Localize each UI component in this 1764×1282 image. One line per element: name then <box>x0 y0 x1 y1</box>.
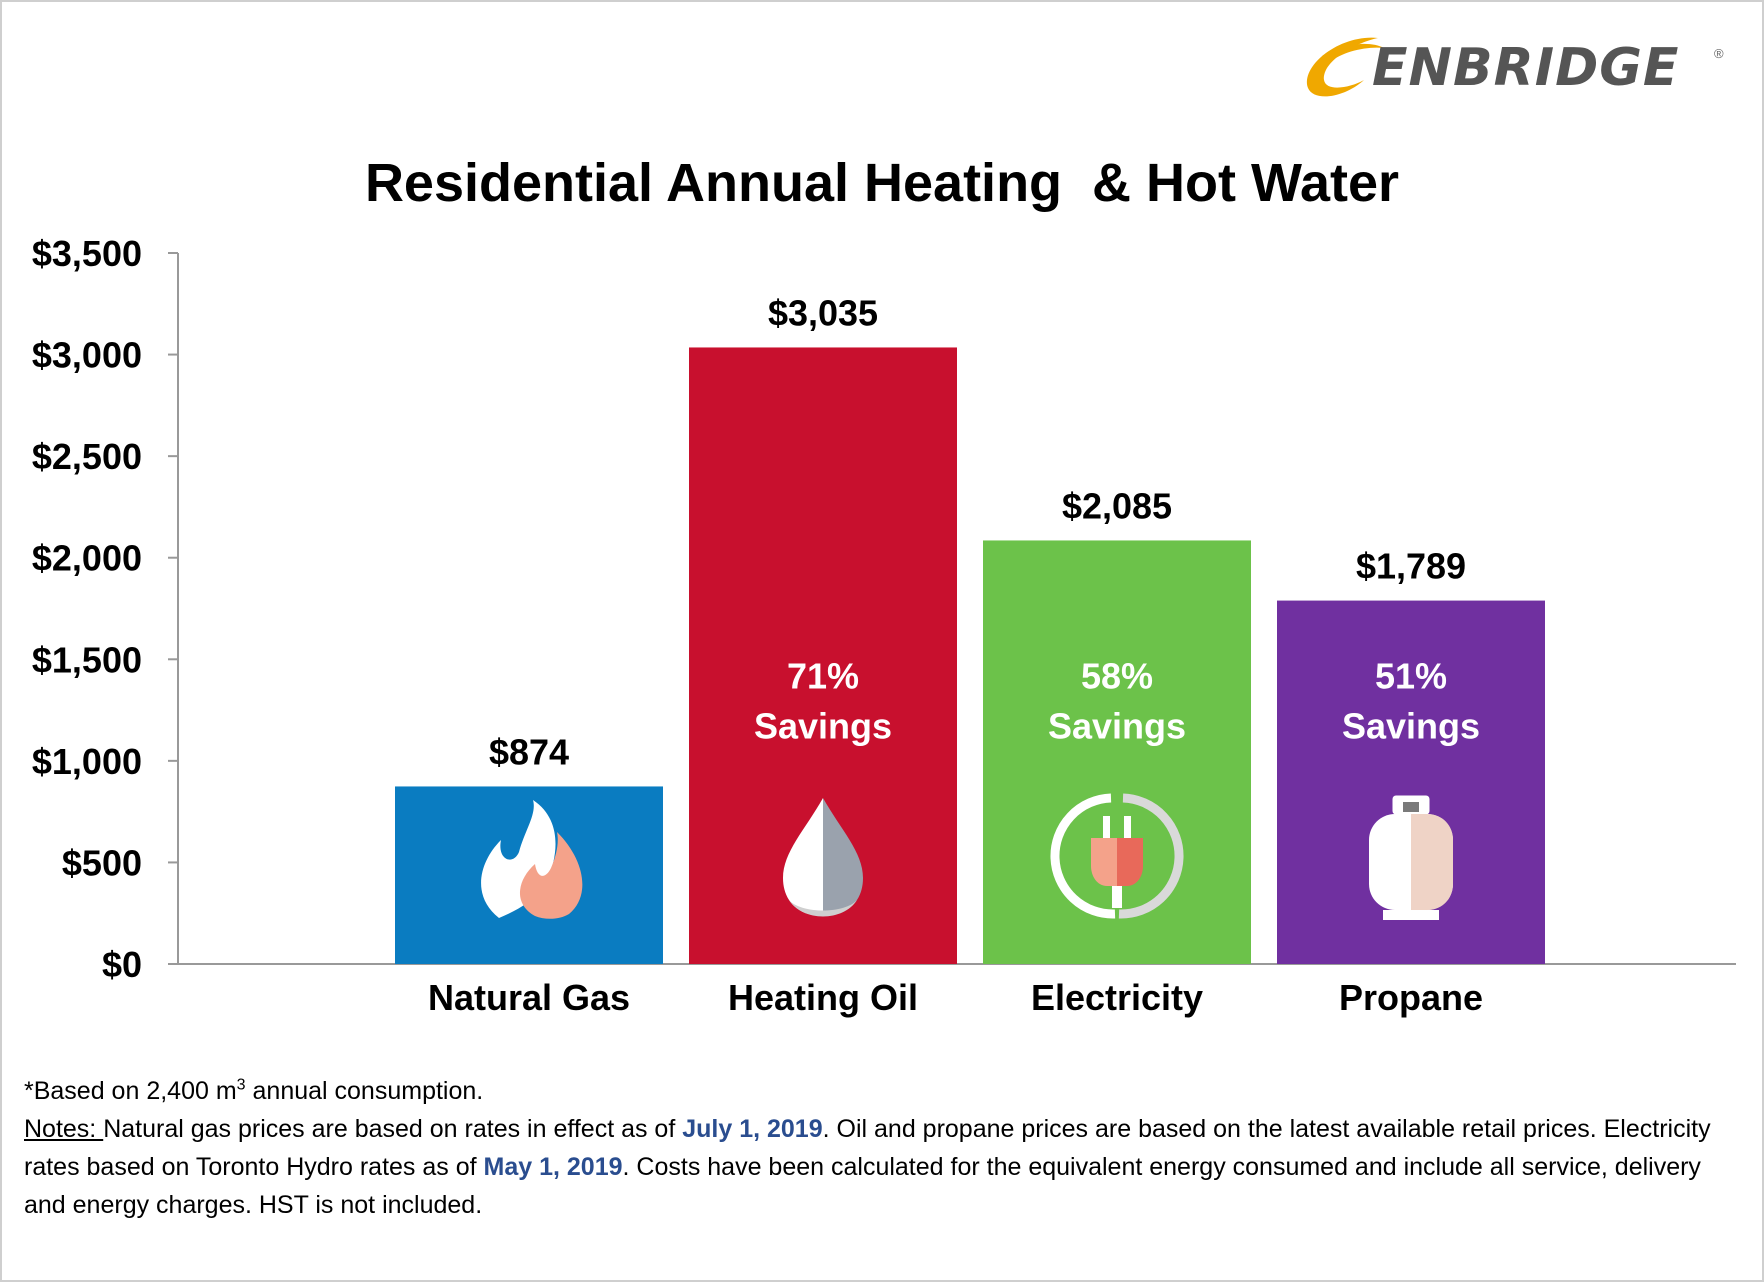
y-tick-label: $1,500 <box>32 639 142 680</box>
data-label: $1,789 <box>1356 546 1466 587</box>
registered-mark: ® <box>1714 46 1724 61</box>
logo-text: ENBRIDGE <box>1372 38 1680 98</box>
notes-date-electricity: May 1, 2019 <box>483 1153 623 1181</box>
savings-label: Savings <box>1342 705 1480 746</box>
enbridge-logo: ENBRIDGE ® <box>1300 22 1740 112</box>
flame-icon <box>481 800 583 919</box>
savings-percent: 58% <box>1081 655 1153 696</box>
y-tick-label: $500 <box>62 842 142 883</box>
chart-title: Residential Annual Heating & Hot Water <box>364 153 1400 213</box>
notes-text: . Costs have been calculated for the equ… <box>24 1153 1701 1219</box>
category-label: Heating Oil <box>728 977 918 1018</box>
footnote-superscript: 3 <box>236 1076 246 1094</box>
footnote-text: *Based on 2,400 m <box>24 1077 237 1105</box>
y-tick-label: $3,000 <box>32 335 142 376</box>
enbridge-swoosh-icon <box>1306 37 1384 97</box>
data-label: $874 <box>489 731 569 772</box>
notes-label: Notes: <box>24 1115 104 1143</box>
y-tick-label: $1,000 <box>32 741 142 782</box>
y-tick-label: $2,000 <box>32 538 142 579</box>
notes: Notes: Natural gas prices are based on r… <box>24 1110 1724 1224</box>
bar-chart: $0 $500 $1,000 $1,500 $2,000 $2,500 $3,000 $3,5… <box>32 233 1736 1018</box>
savings-label: Savings <box>754 705 892 746</box>
notes-text: . Oil and propane prices are based on th… <box>24 1115 1711 1181</box>
savings-label: Savings <box>1048 705 1186 746</box>
plug-icon <box>1050 793 1184 919</box>
y-tick-label: $2,500 <box>32 436 142 477</box>
notes-date-gas: July 1, 2019 <box>682 1115 823 1143</box>
footnote: *Based on 2,400 m3 annual consumption. <box>24 1072 483 1110</box>
data-label: $2,085 <box>1062 485 1172 526</box>
propane-tank-icon <box>1369 795 1453 920</box>
y-tick-label: $3,500 <box>32 233 142 274</box>
oil-drop-icon <box>783 798 863 917</box>
y-tick-label: $0 <box>102 944 142 985</box>
data-label: $3,035 <box>768 292 878 333</box>
category-label: Propane <box>1339 977 1483 1018</box>
category-label: Electricity <box>1031 977 1203 1018</box>
savings-percent: 51% <box>1375 655 1447 696</box>
category-label: Natural Gas <box>428 977 630 1018</box>
notes-text: Natural gas prices are based on rates in… <box>103 1115 683 1143</box>
savings-percent: 71% <box>787 655 859 696</box>
footnote-text-end: annual consumption. <box>245 1077 484 1105</box>
